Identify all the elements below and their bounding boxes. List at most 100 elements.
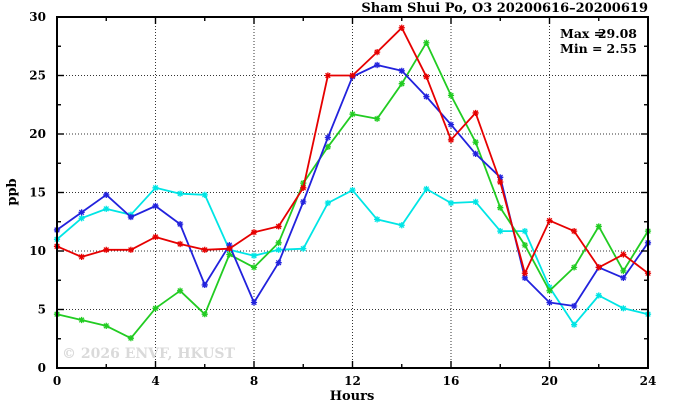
- data-point-marker: [571, 302, 578, 310]
- data-point-marker: [472, 109, 479, 117]
- data-point-marker: [201, 246, 208, 253]
- data-point-marker: [275, 223, 282, 230]
- x-axis-label: Hours: [330, 389, 375, 404]
- data-point-marker: [571, 321, 578, 328]
- data-point-marker: [447, 92, 455, 99]
- y-axis-label: ppb: [5, 178, 20, 205]
- data-point-marker: [620, 305, 627, 312]
- data-point-marker: [595, 292, 602, 299]
- data-point-marker: [472, 150, 479, 157]
- x-tick-label: 0: [53, 374, 61, 388]
- data-point-marker: [201, 191, 208, 198]
- x-tick-label: 20: [541, 374, 558, 388]
- data-point-marker: [398, 222, 405, 229]
- data-point-marker: [447, 121, 455, 128]
- data-point-marker: [595, 264, 602, 271]
- data-point-marker: [521, 274, 528, 282]
- data-point-marker: [620, 274, 627, 282]
- data-point-marker: [127, 213, 134, 221]
- data-point-marker: [300, 184, 307, 191]
- x-tick-label: 4: [151, 374, 159, 388]
- data-point-marker: [472, 139, 479, 146]
- data-point-marker: [78, 316, 85, 324]
- data-point-marker: [226, 251, 233, 258]
- data-point-marker: [571, 264, 578, 271]
- data-point-marker: [521, 270, 528, 277]
- data-point-marker: [349, 187, 356, 194]
- grid-layer: [57, 17, 648, 368]
- data-point-marker: [423, 185, 430, 193]
- chart-title: Sham Shui Po, O3 20200616–20200619: [361, 1, 648, 16]
- data-point-marker: [275, 246, 282, 253]
- data-point-marker: [497, 204, 504, 211]
- data-point-marker: [201, 311, 208, 318]
- data-point-marker: [546, 284, 553, 291]
- y-tick-label: 25: [29, 69, 46, 83]
- data-point-marker: [620, 267, 627, 274]
- data-point-marker: [374, 61, 381, 69]
- max-annotation-label: Max =: [560, 26, 604, 41]
- max-annotation-value: 29.08: [598, 26, 637, 41]
- data-point-marker: [250, 264, 258, 271]
- data-point-marker: [177, 240, 184, 248]
- max-min-annotation: Max = 29.08 Min = 2.55: [560, 26, 637, 56]
- data-point-marker: [127, 335, 134, 342]
- data-point-marker: [374, 216, 381, 223]
- data-point-marker: [152, 305, 159, 312]
- x-tick-label: 8: [250, 374, 258, 388]
- data-point-marker: [423, 73, 430, 80]
- data-point-marker: [250, 229, 258, 236]
- x-tick-label: 12: [344, 374, 361, 388]
- x-tick-label: 24: [640, 374, 657, 388]
- tick-layer: [56, 16, 649, 369]
- data-point-marker: [275, 259, 282, 266]
- y-tick-label: 0: [38, 361, 46, 375]
- data-point-marker: [78, 215, 85, 222]
- data-point-marker: [546, 299, 553, 306]
- data-point-marker: [447, 199, 455, 207]
- data-point-marker: [152, 233, 159, 241]
- tick-label-layer: 0 4 8 12 16 20 24 0 5 10 15 20 25 30: [29, 10, 656, 388]
- data-point-marker: [300, 245, 307, 252]
- data-point-marker: [250, 299, 258, 306]
- data-point-marker: [152, 202, 159, 210]
- data-point-marker: [275, 239, 282, 246]
- data-point-marker: [497, 174, 504, 181]
- data-point-marker: [423, 39, 430, 46]
- data-point-marker: [349, 111, 356, 118]
- y-tick-label: 10: [29, 244, 46, 258]
- data-point-marker: [595, 223, 602, 230]
- data-point-marker: [497, 228, 504, 235]
- x-tick-label: 16: [443, 374, 460, 388]
- data-point-marker: [398, 67, 405, 74]
- data-point-marker: [324, 72, 331, 79]
- data-point-marker: [324, 199, 331, 207]
- y-tick-label: 5: [38, 303, 46, 317]
- y-tick-label: 30: [29, 10, 46, 24]
- data-point-marker: [423, 93, 430, 100]
- data-point-marker: [300, 198, 307, 205]
- y-tick-label: 15: [29, 186, 46, 200]
- data-point-marker: [620, 251, 627, 258]
- data-point-marker: [177, 287, 184, 294]
- data-point-marker: [374, 115, 381, 122]
- data-point-marker: [250, 252, 258, 259]
- data-point-marker: [226, 242, 233, 249]
- data-point-marker: [177, 190, 184, 197]
- y-tick-label: 20: [29, 127, 46, 141]
- data-point-marker: [398, 24, 405, 31]
- data-point-marker: [374, 49, 381, 56]
- data-point-marker: [497, 178, 504, 186]
- data-point-marker: [226, 245, 233, 252]
- data-point-marker: [546, 217, 553, 224]
- data-point-marker: [177, 220, 184, 228]
- data-point-marker: [78, 209, 85, 216]
- data-point-marker: [571, 228, 578, 235]
- data-point-marker: [103, 322, 110, 329]
- data-point-marker: [324, 134, 331, 141]
- data-point-marker: [546, 287, 553, 294]
- data-point-marker: [127, 246, 134, 253]
- data-point-marker: [349, 72, 356, 79]
